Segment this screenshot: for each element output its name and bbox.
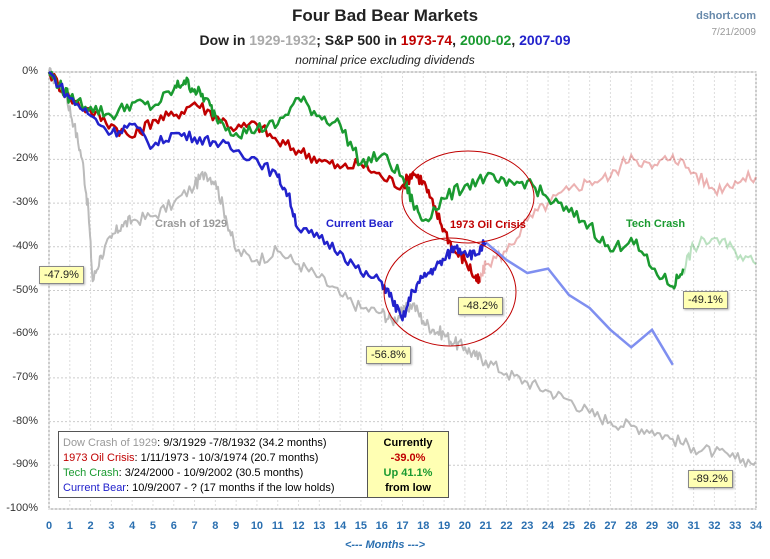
chart-subtitle: Dow in 1929-1932; S&P 500 in 1973-74, 20… [0, 32, 770, 48]
legend-name: Dow Crash of 1929 [63, 437, 158, 449]
series-tail-tech-crash [682, 235, 757, 276]
y-tick-label: -40% [12, 239, 38, 252]
y-tick-label: -60% [12, 327, 38, 340]
x-tick-label: 10 [250, 520, 264, 532]
y-tick-label: -70% [12, 370, 38, 383]
callout-tech-low: -49.1% [683, 291, 728, 309]
callout-oil-low: -48.2% [458, 297, 503, 315]
x-tick-label: 13 [313, 520, 326, 532]
x-tick-label: 32 [708, 520, 721, 532]
x-tick-label: 9 [233, 520, 240, 532]
x-tick-label: 11 [271, 520, 284, 532]
x-tick-label: 14 [333, 520, 347, 532]
x-tick-label: 6 [170, 520, 177, 532]
annotation-current-bear: Current Bear [326, 218, 394, 230]
highlight-circles [383, 150, 535, 347]
highlight-ellipse-current [383, 237, 517, 347]
legend-row: Dow Crash of 1929: 9/3/1929 -7/8/1932 (3… [63, 436, 363, 451]
x-tick-label: 27 [604, 520, 617, 532]
legend: Dow Crash of 1929: 9/3/1929 -7/8/1932 (3… [58, 431, 449, 498]
source-label: dshort.com [696, 10, 756, 22]
x-tick-label: 21 [479, 520, 492, 532]
legend-name: Tech Crash [63, 467, 119, 479]
series-line-current-bear [48, 71, 487, 322]
x-tick-label: 5 [149, 520, 157, 532]
x-tick-label: 8 [212, 520, 219, 532]
x-tick-label: 16 [375, 520, 388, 532]
x-tick-label: 31 [687, 520, 700, 532]
x-tick-label: 19 [437, 520, 451, 532]
x-tick-label: 15 [354, 520, 368, 532]
y-tick-label: -90% [12, 458, 38, 471]
x-tick-label: 34 [749, 520, 763, 532]
callout-1929-low: -47.9% [39, 266, 84, 284]
y-tick-label: -100% [6, 502, 38, 514]
legend-row: Tech Crash: 3/24/2000 - 10/9/2002 (30.5 … [63, 466, 363, 481]
annotation-tech-crash: Tech Crash [626, 218, 686, 230]
status-line-2: -39.0% [390, 452, 426, 464]
subtitle-part: , [511, 32, 520, 48]
x-tick-label: 12 [292, 520, 305, 532]
x-tick-label: 29 [645, 520, 659, 532]
annotation-crash-1929: Crash of 1929 [155, 218, 228, 230]
status-line-4: from low [385, 482, 431, 494]
subtitle-part: 1929-1932 [249, 32, 317, 48]
y-tick-label: -50% [12, 283, 38, 296]
callout-1929-end: -89.2% [688, 470, 733, 488]
subtitle-part: , [452, 32, 460, 48]
x-tick-label: 26 [583, 520, 596, 532]
date-label: 7/21/2009 [711, 27, 757, 38]
legend-detail: : 10/9/2007 - ? (17 months if the low ho… [125, 482, 335, 494]
legend-rows: Dow Crash of 1929: 9/3/1929 -7/8/1932 (3… [63, 436, 363, 496]
x-tick-label: 7 [191, 520, 198, 532]
legend-row: Current Bear: 10/9/2007 - ? (17 months i… [63, 481, 363, 496]
y-tick-label: -10% [12, 108, 38, 121]
series-tail-1973-oil-crisis [478, 152, 757, 283]
series-tail-current-bear [484, 241, 674, 366]
x-tick-label: 20 [458, 520, 471, 532]
y-tick-label: -30% [12, 196, 38, 209]
legend-status-box: Currently -39.0% Up 41.1% from low [367, 432, 448, 497]
series-line-tech-crash [47, 70, 685, 290]
status-line-1: Currently [383, 437, 433, 449]
x-tick-label: 17 [396, 520, 409, 532]
chart-note: nominal price excluding dividends [295, 53, 475, 67]
annotation-oil-crisis: 1973 Oil Crisis [450, 219, 526, 231]
x-tick-label: 18 [417, 520, 430, 532]
subtitle-part: 2007-09 [519, 32, 571, 48]
x-tick-label: 1 [66, 520, 73, 532]
x-tick-label: 4 [129, 520, 136, 532]
subtitle-part: ; S&P 500 in [316, 32, 401, 48]
series-line-dow-crash-of-1929 [48, 67, 757, 468]
x-tick-label: 33 [729, 520, 742, 532]
x-tick-label: 23 [521, 520, 534, 532]
legend-name: 1973 Oil Crisis [63, 452, 135, 464]
status-line-3: Up 41.1% [383, 467, 433, 479]
x-tick-label: 3 [108, 520, 115, 532]
x-tick-label: 28 [625, 520, 638, 532]
series-layer [47, 67, 757, 468]
x-tick-label: 22 [500, 520, 513, 532]
series-line-1973-oil-crisis [47, 71, 481, 285]
legend-detail: : 1/11/1973 - 10/3/1974 (20.7 months) [134, 452, 319, 464]
subtitle-part: 2000-02 [459, 32, 512, 48]
x-tick-label: 2 [87, 520, 94, 532]
x-tick-label: 0 [45, 520, 53, 532]
subtitle-part: 1973-74 [400, 32, 453, 48]
x-tick-label: 25 [562, 520, 575, 532]
x-tick-label: 30 [666, 520, 679, 532]
y-tick-label: -20% [12, 152, 38, 165]
chart-title: Four Bad Bear Markets [291, 6, 479, 25]
subtitle-part: Dow in [199, 32, 250, 48]
y-tick-label: -80% [12, 414, 38, 427]
x-tick-label: 24 [541, 520, 555, 532]
legend-detail: : 9/3/1929 -7/8/1932 (34.2 months) [157, 437, 327, 449]
legend-row: 1973 Oil Crisis: 1/11/1973 - 10/3/1974 (… [63, 451, 363, 466]
legend-name: Current Bear [63, 482, 126, 494]
callout-current-low: -56.8% [366, 346, 411, 364]
legend-detail: : 3/24/2000 - 10/9/2002 (30.5 months) [118, 467, 304, 479]
x-axis-label: <--- Months ---> [344, 539, 426, 551]
y-tick-label: 0% [22, 65, 38, 77]
highlight-ellipse-1973 [401, 150, 535, 244]
